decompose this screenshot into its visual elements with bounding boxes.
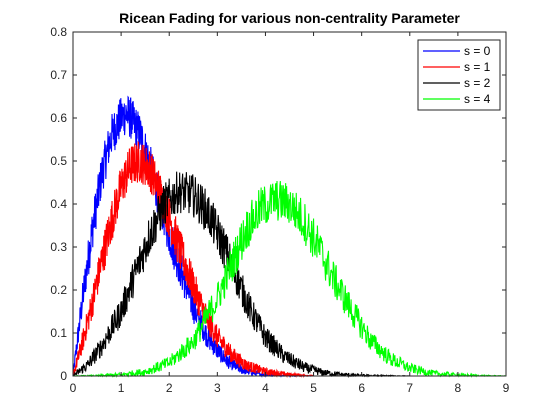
legend-label-1: s = 1	[464, 60, 491, 74]
chart-title: Ricean Fading for various non-centrality…	[119, 10, 460, 26]
series-line-3	[73, 180, 506, 378]
y-tick-label: 0.4	[50, 197, 67, 211]
legend-label-3: s = 4	[464, 92, 491, 106]
axes-layer: 0 1 2 3 4 5 6 7 8 9 0 0.1 0.2 0.3 0.4 0.5 0.6 0.7 0.8	[50, 25, 509, 395]
legend-label-2: s = 2	[464, 76, 491, 90]
series-layer	[72, 95, 506, 379]
y-tick-label: 0	[60, 369, 67, 383]
series-line-2	[72, 171, 410, 378]
y-tick-label: 0.2	[50, 283, 67, 297]
x-tick-label: 6	[358, 381, 365, 395]
x-tick-label: 3	[214, 381, 221, 395]
legend: s = 0 s = 1 s = 2 s = 4	[417, 39, 501, 111]
y-tick-label: 0.5	[50, 154, 67, 168]
x-tick-label: 2	[166, 381, 173, 395]
y-tick-label: 0.6	[50, 111, 67, 125]
x-tick-label: 5	[310, 381, 317, 395]
y-tick-label: 0.3	[50, 240, 67, 254]
series-line-1	[72, 140, 314, 379]
legend-label-0: s = 0	[464, 44, 491, 58]
x-tick-label: 4	[262, 381, 269, 395]
y-tick-label: 0.1	[50, 326, 67, 340]
x-tick-label: 1	[118, 381, 125, 395]
x-tick-label: 9	[503, 381, 510, 395]
x-tick-label: 8	[455, 381, 462, 395]
x-tick-label: 7	[406, 381, 413, 395]
x-tick-label: 0	[70, 381, 77, 395]
legend-box	[417, 39, 501, 111]
y-tick-label: 0.8	[50, 25, 67, 39]
y-tick-label: 0.7	[50, 68, 67, 82]
